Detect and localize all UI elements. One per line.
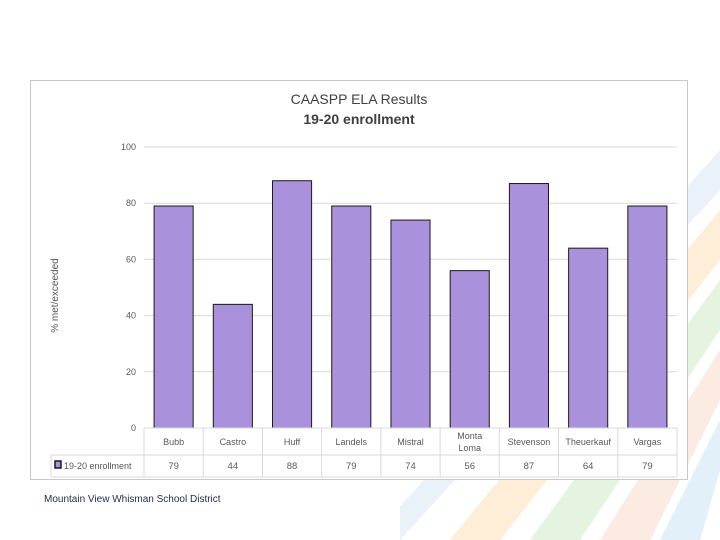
data-value-label: 56 <box>464 461 475 472</box>
data-value-label: 44 <box>228 461 239 472</box>
x-tick-label: Monta <box>457 431 482 441</box>
data-value-label: 74 <box>405 461 416 472</box>
bar <box>508 183 549 429</box>
x-tick-label: Loma <box>458 443 481 453</box>
bar <box>568 247 609 429</box>
data-value-label: 79 <box>642 461 653 472</box>
bar <box>627 205 668 429</box>
y-tick-label: 60 <box>126 254 136 264</box>
legend-label: 19-20 enrollment <box>64 461 132 471</box>
y-tick-label: 80 <box>126 198 136 208</box>
y-tick-label: 0 <box>131 423 136 433</box>
chart-title-block: CAASPP ELA Results 19-20 enrollment <box>31 89 687 129</box>
data-value-label: 79 <box>168 461 179 472</box>
x-tick-label: Mistral <box>397 437 424 447</box>
x-tick-label: Stevenson <box>508 437 551 447</box>
x-tick-label: Landels <box>336 437 368 447</box>
chart-subtitle: 19-20 enrollment <box>303 111 415 127</box>
x-tick-label: Castro <box>220 437 247 447</box>
x-tick-label: Huff <box>284 437 301 447</box>
bar <box>272 180 313 429</box>
y-tick-label: 40 <box>126 311 136 321</box>
chart-title: CAASPP ELA Results <box>290 91 428 107</box>
data-value-label: 88 <box>287 461 298 472</box>
y-tick-label: 20 <box>126 367 136 377</box>
y-tick-label: 100 <box>121 142 136 152</box>
bar <box>153 205 194 429</box>
bar-chart: 0 20 40 60 80 100 % met/exceeded Bubb Castro Huff… <box>50 142 678 478</box>
bar <box>390 219 431 429</box>
footer-text: Mountain View Whisman School District <box>44 494 221 505</box>
x-tick-label: Bubb <box>163 437 184 447</box>
x-tick-label: Theuerkauf <box>565 437 611 447</box>
bar <box>212 303 253 429</box>
bar <box>331 205 372 429</box>
x-tick-label: Vargas <box>633 437 661 447</box>
bar <box>449 270 490 429</box>
data-value-label: 87 <box>524 461 535 472</box>
chart-container: CAASPP ELA Results 19-20 enrollment 0 20 4… <box>30 80 688 480</box>
legend-swatch <box>54 460 62 469</box>
data-value-label: 79 <box>346 461 357 472</box>
data-value-label: 64 <box>583 461 594 472</box>
y-axis-label: % met/exceeded <box>50 258 61 333</box>
